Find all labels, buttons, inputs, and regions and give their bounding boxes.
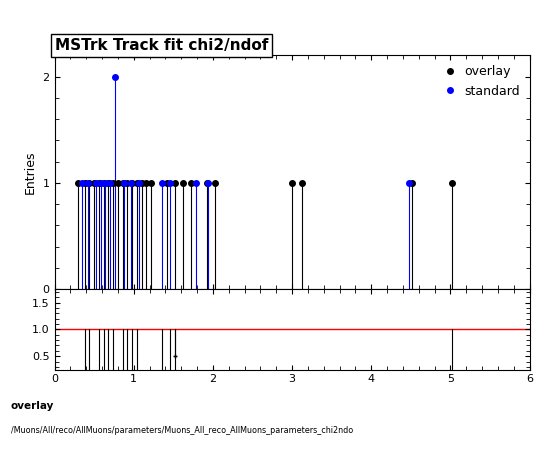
Text: MSTrk Track fit chi2/ndof: MSTrk Track fit chi2/ndof	[55, 38, 268, 53]
overlay	[100, 180, 107, 186]
overlay	[187, 180, 194, 186]
standard	[121, 180, 128, 186]
overlay	[409, 180, 416, 186]
standard	[205, 180, 211, 186]
overlay	[91, 180, 98, 186]
overlay	[180, 180, 186, 186]
standard	[102, 180, 109, 186]
standard	[106, 180, 114, 186]
standard	[85, 180, 91, 186]
overlay	[124, 180, 130, 186]
standard	[192, 180, 199, 186]
overlay	[203, 180, 210, 186]
Legend: overlay, standard: overlay, standard	[436, 62, 524, 102]
standard	[92, 180, 99, 186]
Y-axis label: Entries: Entries	[24, 151, 37, 194]
standard	[127, 180, 134, 186]
standard	[111, 74, 118, 79]
standard	[159, 180, 165, 186]
overlay	[289, 180, 295, 186]
overlay	[164, 180, 170, 186]
overlay	[171, 180, 178, 186]
overlay	[134, 180, 140, 186]
overlay	[148, 180, 155, 186]
Text: overlay: overlay	[11, 401, 54, 411]
overlay	[105, 180, 112, 186]
Text: /Muons/All/reco/AllMuons/parameters/Muons_All_reco_AllMuons_parameters_chi2ndo: /Muons/All/reco/AllMuons/parameters/Muon…	[11, 426, 353, 435]
overlay	[120, 180, 126, 186]
overlay	[96, 180, 102, 186]
overlay	[81, 180, 88, 186]
overlay	[298, 180, 305, 186]
standard	[97, 180, 104, 186]
Line: standard: standard	[79, 74, 412, 186]
Line: overlay: overlay	[75, 180, 455, 186]
overlay	[110, 180, 116, 186]
overlay	[211, 180, 218, 186]
overlay	[143, 180, 150, 186]
overlay	[449, 180, 455, 186]
overlay	[115, 180, 121, 186]
overlay	[129, 180, 135, 186]
standard	[135, 180, 142, 186]
overlay	[75, 180, 82, 186]
standard	[78, 180, 85, 186]
standard	[167, 180, 174, 186]
standard	[406, 180, 413, 186]
overlay	[138, 180, 145, 186]
overlay	[86, 180, 93, 186]
